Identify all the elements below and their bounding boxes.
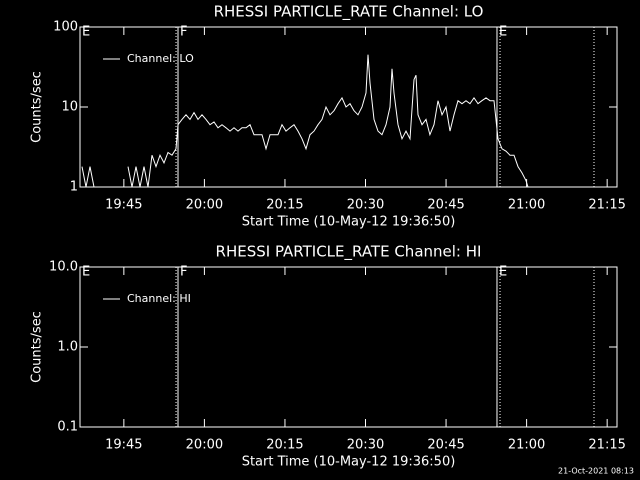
x-tick-label: 21:15 [588, 438, 625, 453]
flag-label: F [180, 265, 187, 280]
y-tick-label: 100 [53, 20, 78, 35]
x-tick-label: 21:15 [588, 198, 625, 213]
x-tick-label: 19:45 [105, 198, 142, 213]
x-tick-label: 20:45 [427, 198, 464, 213]
y-tick-label: 1.0 [57, 340, 78, 355]
x-tick-label: 20:45 [427, 438, 464, 453]
x-tick-label: 20:00 [186, 438, 223, 453]
x-tick-label: 20:00 [186, 198, 223, 213]
data-line [81, 54, 529, 187]
x-tick-label: 21:00 [508, 438, 545, 453]
y-axis-label: Counts/sec [30, 311, 45, 383]
flag-label: F [180, 25, 187, 40]
y-tick-label: 1 [70, 180, 78, 195]
chart-title: RHESSI PARTICLE_RATE Channel: HI [216, 243, 482, 262]
flag-label: E [499, 265, 507, 280]
x-tick-label: 21:00 [508, 198, 545, 213]
flag-label: E [82, 25, 90, 40]
flag-label: E [82, 265, 90, 280]
y-tick-label: 0.1 [57, 420, 78, 435]
x-axis-label: Start Time (10-May-12 19:36:50) [242, 215, 456, 230]
y-axis-label: Counts/sec [30, 71, 45, 143]
chart-title: RHESSI PARTICLE_RATE Channel: LO [214, 3, 484, 22]
x-tick-label: 20:30 [347, 198, 384, 213]
plot-frame [79, 26, 618, 188]
legend-label: Channel: HI [127, 292, 191, 305]
x-tick-label: 20:15 [266, 198, 303, 213]
legend-label: Channel: LO [127, 52, 194, 65]
plot-frame [79, 266, 618, 428]
footer-date: 21-Oct-2021 08:13 [558, 467, 634, 476]
flag-label: E [499, 25, 507, 40]
x-axis-label: Start Time (10-May-12 19:36:50) [242, 455, 456, 470]
y-tick-label: 10.0 [49, 260, 78, 275]
y-tick-label: 10 [61, 100, 78, 115]
x-tick-label: 20:15 [266, 438, 303, 453]
x-tick-label: 20:30 [347, 438, 384, 453]
x-tick-label: 19:45 [105, 438, 142, 453]
